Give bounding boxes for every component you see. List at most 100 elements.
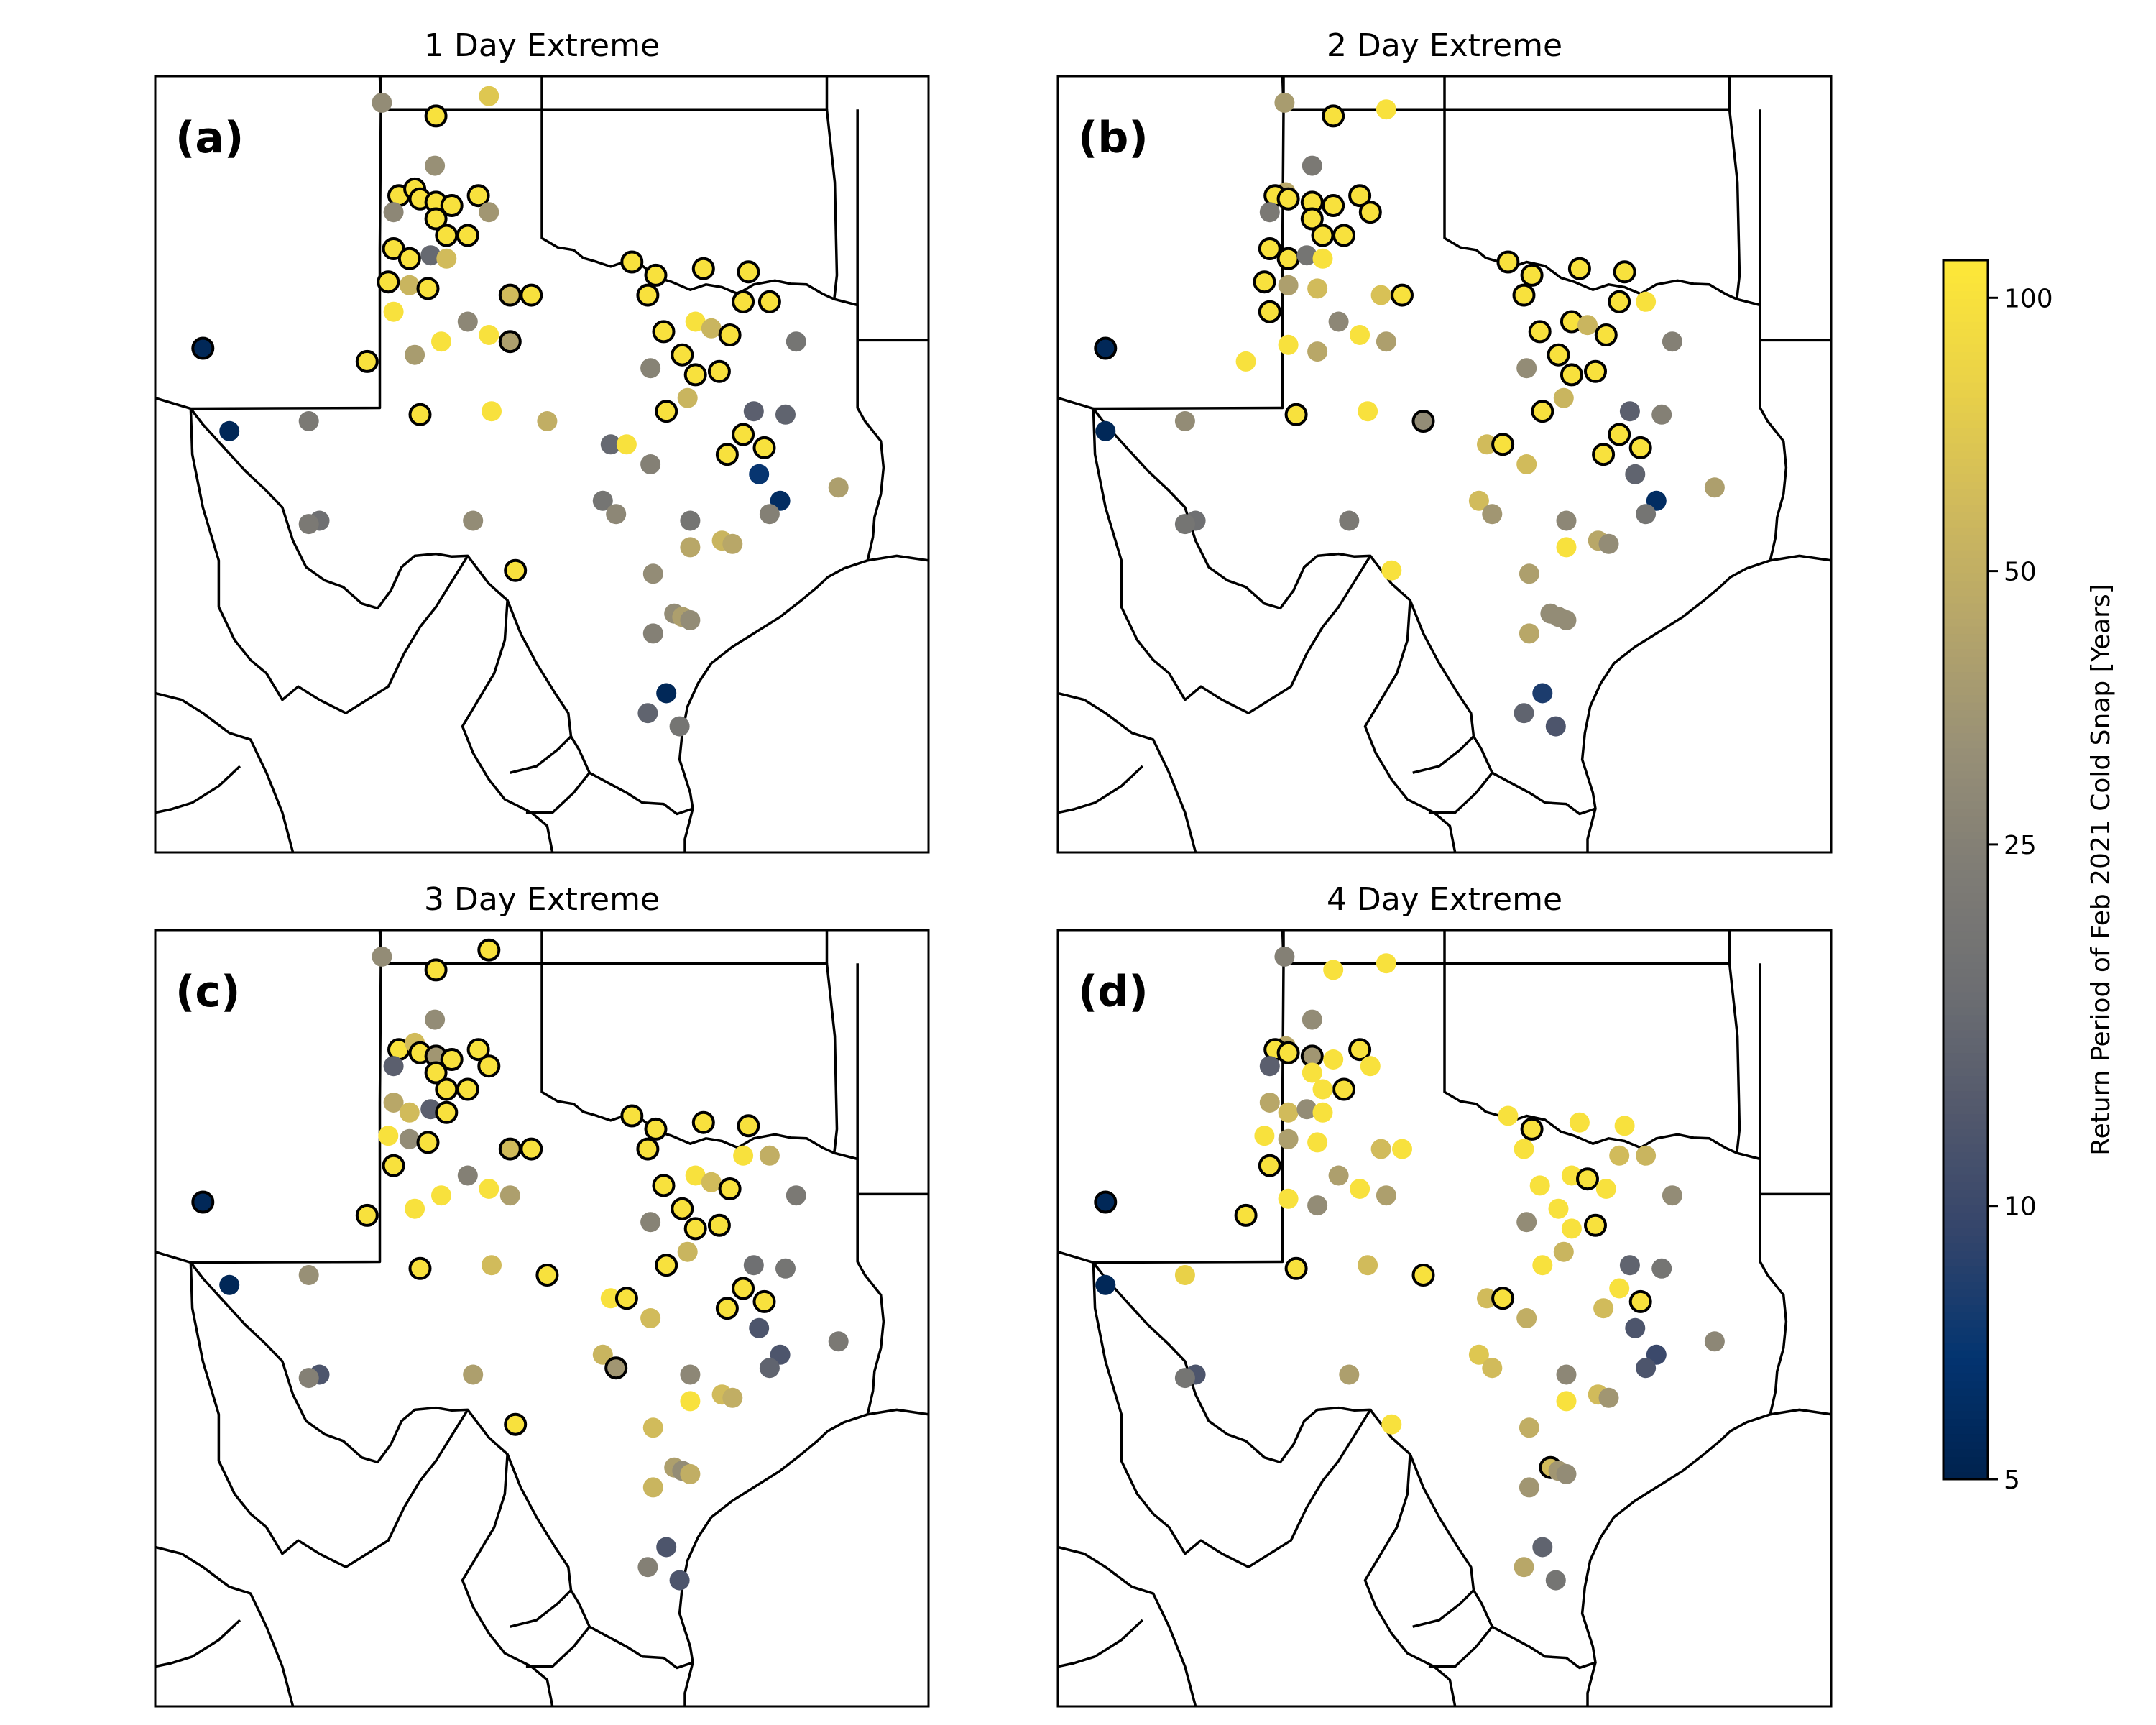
colorbar-segment: [1943, 1128, 1988, 1137]
station-point: [399, 275, 420, 295]
station-point: [1312, 1102, 1333, 1123]
colorbar-segment: [1943, 740, 1988, 749]
colorbar-segment: [1943, 641, 1988, 650]
station-point: [1339, 510, 1360, 531]
colorbar-segment: [1943, 999, 1988, 1008]
colorbar-segment: [1943, 709, 1988, 718]
colorbar-segment: [1943, 298, 1988, 307]
station-point: [592, 490, 613, 511]
station-point: [482, 401, 502, 422]
station-point: [435, 1100, 459, 1124]
colorbar-segment: [1943, 290, 1988, 299]
colorbar-segment: [1943, 1327, 1988, 1335]
station-point: [1332, 224, 1355, 247]
station-point: [1516, 1212, 1537, 1233]
station-point: [383, 202, 404, 223]
border-line: [525, 772, 591, 814]
station-point: [655, 1254, 678, 1277]
station-point: [416, 1131, 440, 1154]
station-point: [1651, 404, 1672, 425]
station-point: [1593, 1298, 1614, 1319]
colorbar-segment: [1943, 1342, 1988, 1351]
station-point: [1576, 1167, 1599, 1191]
colorbar-segment: [1943, 694, 1988, 703]
colorbar-segment: [1943, 755, 1988, 764]
station-point: [1302, 1062, 1322, 1083]
colorbar-segment: [1943, 984, 1988, 993]
colorbar-segment: [1943, 1052, 1988, 1061]
station-point: [786, 331, 806, 352]
colorbar-segment: [1943, 1174, 1988, 1183]
colorbar-segment: [1943, 923, 1988, 932]
border-line: [155, 397, 191, 410]
station-point: [1259, 1056, 1280, 1077]
colorbar-segment: [1943, 763, 1988, 771]
colorbar-segment: [1943, 809, 1988, 817]
station-point: [1307, 278, 1328, 299]
colorbar-segment: [1943, 1372, 1988, 1381]
colorbar-segment: [1943, 1441, 1988, 1450]
colorbar-segment: [1943, 489, 1988, 497]
station-point: [372, 946, 392, 967]
colorbar-segment: [1943, 1098, 1988, 1107]
station-point: [420, 245, 441, 266]
station-point: [1556, 1463, 1577, 1484]
station-point: [759, 504, 780, 525]
colorbar-segment: [1943, 1121, 1988, 1130]
colorbar-segment: [1943, 1289, 1988, 1297]
colorbar-segment: [1943, 1037, 1988, 1046]
station-point: [616, 434, 637, 455]
station-point: [504, 558, 528, 582]
station-point: [477, 1054, 501, 1078]
station-point: [1482, 1358, 1503, 1379]
colorbar-tick-label: 25: [2004, 831, 2037, 860]
station-point: [1567, 257, 1591, 280]
border-line: [1769, 1408, 1831, 1416]
colorbar-segment: [1943, 1266, 1988, 1274]
station-point: [1613, 260, 1636, 284]
station-point: [1532, 683, 1553, 704]
colorbar-segment: [1943, 435, 1988, 444]
colorbar-tick-label: 10: [2004, 1192, 2037, 1222]
station-point: [732, 290, 755, 313]
station-point: [520, 1137, 543, 1161]
colorbar-segment: [1943, 1029, 1988, 1038]
station-point: [1468, 490, 1489, 511]
colorbar-segment: [1943, 504, 1988, 512]
colorbar-segment: [1943, 953, 1988, 962]
station-point: [1258, 1154, 1281, 1177]
colorbar-segment: [1943, 328, 1988, 337]
station-point: [1519, 1417, 1539, 1438]
station-point: [1609, 1145, 1630, 1166]
station-point: [1625, 464, 1646, 484]
station-points: [191, 938, 849, 1591]
colorbar-segment: [1943, 313, 1988, 322]
colorbar-segment: [1943, 1456, 1988, 1465]
station-point: [1276, 1041, 1300, 1064]
station-point: [1411, 1264, 1435, 1287]
colorbar-segment: [1943, 1151, 1988, 1160]
station-point: [1520, 1117, 1544, 1141]
colorbar-segment: [1943, 1296, 1988, 1305]
station-point: [606, 504, 627, 525]
station-point: [786, 1185, 806, 1206]
station-point: [600, 434, 621, 455]
colorbar-segment: [1943, 1463, 1988, 1473]
station-point: [479, 325, 499, 345]
colorbar-segment: [1943, 511, 1988, 520]
station-point: [1370, 285, 1391, 305]
station-point: [191, 336, 215, 360]
station-point: [1312, 1079, 1333, 1100]
station-point: [1651, 1258, 1672, 1279]
panel-title: 1 Day Extreme: [424, 27, 660, 64]
station-point: [537, 411, 558, 431]
texas-outline: [1092, 962, 1788, 1670]
station-point: [637, 1557, 658, 1578]
colorbar-segment: [1943, 915, 1988, 924]
station-point: [424, 207, 448, 231]
map-panel-d: 4 Day Extreme (d): [1056, 881, 1833, 1708]
colorbar-segment: [1943, 663, 1988, 673]
station-point: [1174, 1368, 1195, 1389]
colorbar-tick-label: 50: [2004, 558, 2037, 587]
station-point: [1662, 1185, 1682, 1206]
